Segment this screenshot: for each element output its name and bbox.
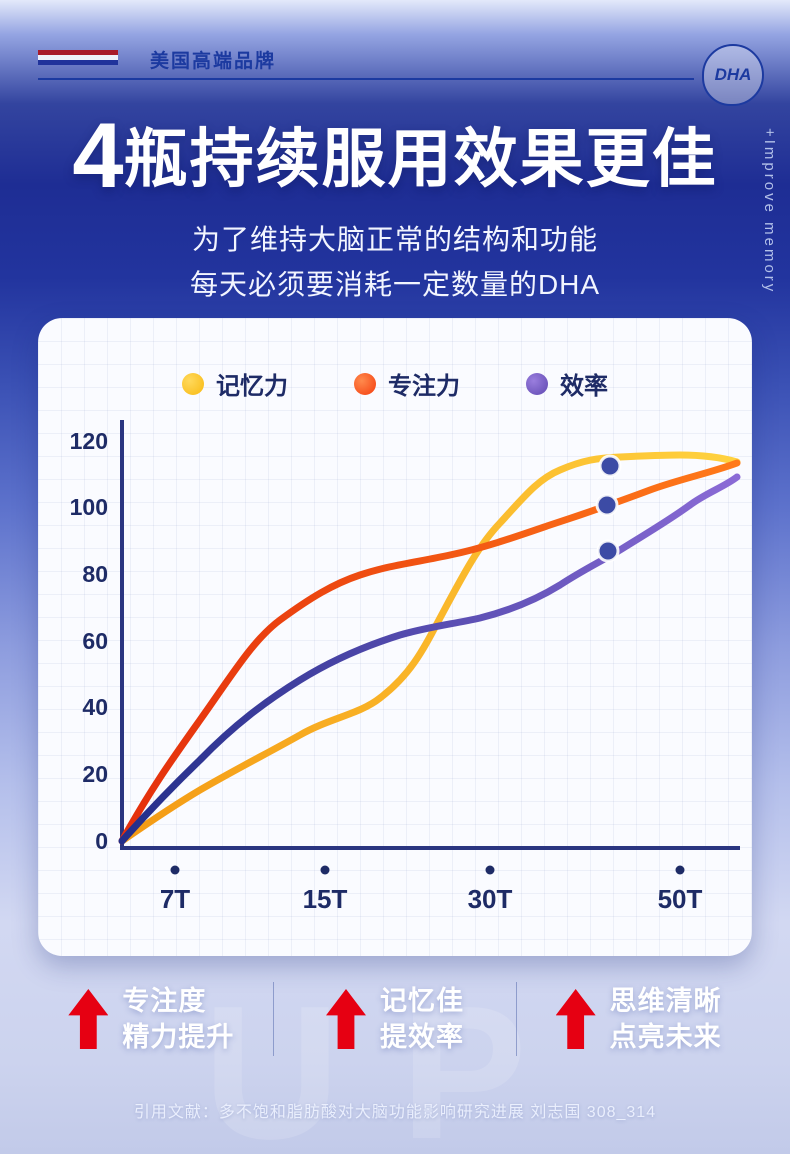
benefits-row: 专注度 精力提升 记忆佳 提效率 思维清晰 点亮未来: [30, 982, 760, 1056]
benefit-text: 记忆佳 提效率: [380, 983, 464, 1056]
series-memory-line: [118, 451, 741, 845]
benefit-line: 点亮未来: [609, 1022, 722, 1052]
chart-axes: [120, 420, 740, 850]
y-tick-label: 20: [82, 761, 108, 787]
y-tick-label: 0: [95, 828, 108, 854]
benefit-memory: 记忆佳 提效率: [274, 983, 517, 1056]
subtitle: 为了维持大脑正常的结构和功能 每天必须要消耗一定数量的DHA: [0, 218, 790, 308]
marker-dot-memory: [598, 454, 622, 478]
legend-item-efficiency: 效率: [526, 366, 608, 401]
x-tick-dot: [170, 865, 180, 875]
benefit-line: 专注度: [122, 985, 207, 1016]
flag-stripe-blue: [38, 60, 118, 65]
legend-dot-purple-icon: [526, 372, 548, 395]
page-title: 4瓶持续服用效果更佳: [0, 104, 790, 209]
benefit-line: 精力提升: [122, 1022, 235, 1052]
chart-card: 记忆力 专注力 效率: [38, 318, 752, 956]
marker-dot-efficiency: [596, 539, 620, 563]
legend-item-focus: 专注力: [354, 366, 460, 401]
y-tick-label: 60: [82, 628, 108, 654]
x-tick-label: 30T: [468, 884, 513, 914]
x-tick-dot: [320, 865, 330, 875]
side-caption: +Improve memory: [761, 128, 778, 295]
benefit-line: 提效率: [380, 1022, 464, 1052]
benefit-text: 思维清晰 点亮未来: [610, 983, 722, 1056]
flag-stripe-red: [38, 50, 118, 55]
vertical-divider: [272, 982, 274, 1056]
up-arrow-icon: [555, 989, 596, 1049]
up-arrow-icon: [326, 989, 366, 1049]
y-tick-label: 100: [70, 494, 108, 520]
citation-text: 引用文献：多不饱和脂肪酸对大脑功能影响研究进展 刘志国 308_314: [133, 1104, 657, 1121]
subtitle-line-2: 每天必须要消耗一定数量的DHA: [189, 268, 601, 300]
legend-label: 专注力: [388, 373, 460, 400]
y-tick-label: 80: [82, 561, 108, 587]
y-tick-label: 120: [70, 428, 108, 454]
benefit-text: 专注度 精力提升: [122, 983, 234, 1056]
header-divider: [38, 78, 694, 80]
legend-dot-orange-icon: [354, 372, 376, 395]
brand-flag-icon: [38, 50, 118, 65]
benefit-clarity: 思维清晰 点亮未来: [517, 983, 760, 1056]
subtitle-line-1: 为了维持大脑正常的结构和功能: [191, 224, 598, 255]
up-arrow-icon: [68, 989, 109, 1049]
brand-label: 美国高端品牌: [150, 51, 277, 72]
dha-badge: DHA: [702, 44, 764, 106]
marker-dot-focus: [595, 493, 619, 517]
legend-item-memory: 记忆力: [182, 366, 288, 401]
vertical-divider: [516, 982, 518, 1056]
legend-label: 效率: [560, 373, 608, 400]
series-efficiency-line: [118, 473, 741, 845]
flag-stripe-white: [38, 55, 118, 60]
benefit-line: 记忆佳: [380, 985, 464, 1016]
y-tick-label: 40: [82, 694, 108, 720]
legend-dot-yellow-icon: [182, 372, 204, 395]
benefit-focus: 专注度 精力提升: [30, 983, 273, 1056]
benefit-line: 思维清晰: [609, 985, 722, 1016]
x-tick-label: 15T: [303, 884, 348, 914]
chart-legend: 记忆力 专注力 效率: [38, 366, 752, 401]
title-text: 瓶持续服用效果更佳: [123, 123, 718, 195]
series-focus-line: [118, 459, 741, 845]
x-tick-dot: [675, 865, 685, 875]
title-number: 4: [72, 105, 124, 207]
x-tick-dot: [485, 865, 495, 875]
x-tick-label: 7T: [160, 884, 190, 914]
legend-label: 记忆力: [216, 373, 288, 400]
line-chart: 120 100 80 60 40 20 0 7T 15T: [70, 420, 741, 914]
x-tick-label: 50T: [658, 884, 703, 914]
